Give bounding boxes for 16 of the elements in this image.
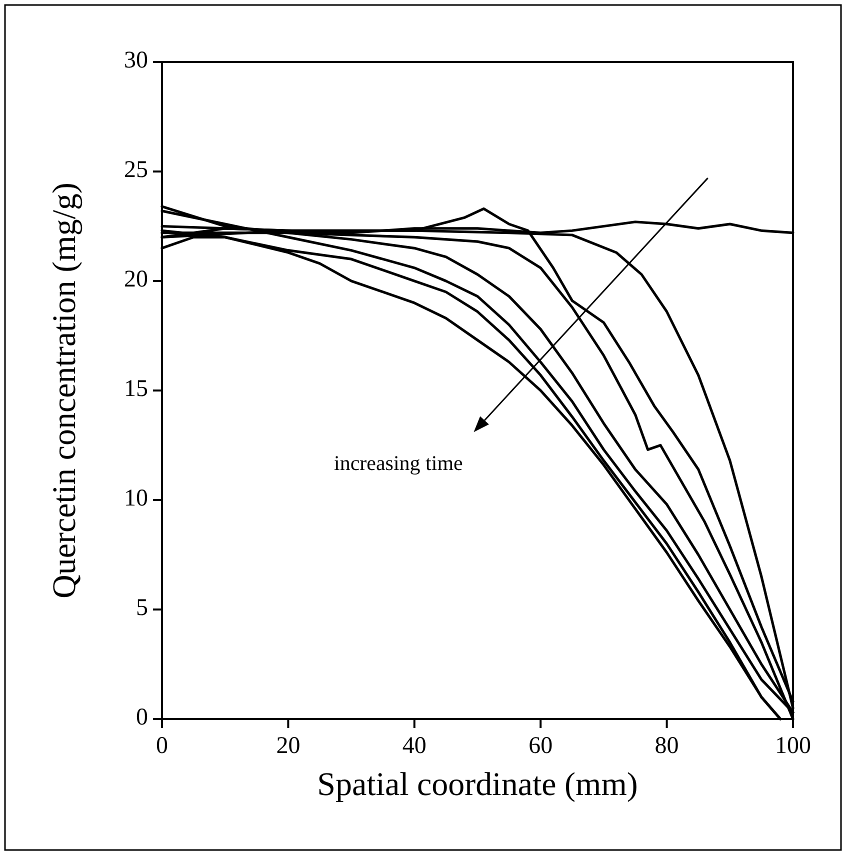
x-tick-label: 60 <box>528 733 553 759</box>
y-tick-label: 10 <box>124 486 148 512</box>
x-tick-label: 80 <box>654 733 679 759</box>
y-tick-label: 15 <box>124 376 148 402</box>
x-axis-title: Spatial coordinate (mm) <box>317 767 638 803</box>
y-tick-label: 20 <box>124 266 148 293</box>
annotation: increasing time <box>334 451 463 475</box>
y-axis-title: Quercetin concentration (mg/g) <box>47 182 83 598</box>
x-tick-label: 100 <box>775 733 811 759</box>
x-tick-label: 0 <box>156 733 168 759</box>
y-tick-label: 30 <box>124 48 148 74</box>
x-tick-label: 40 <box>402 733 426 759</box>
y-tick-label: 0 <box>136 704 148 731</box>
x-tick-label: 20 <box>276 733 300 759</box>
y-tick-label: 25 <box>124 157 148 184</box>
y-tick-label: 5 <box>136 595 148 622</box>
